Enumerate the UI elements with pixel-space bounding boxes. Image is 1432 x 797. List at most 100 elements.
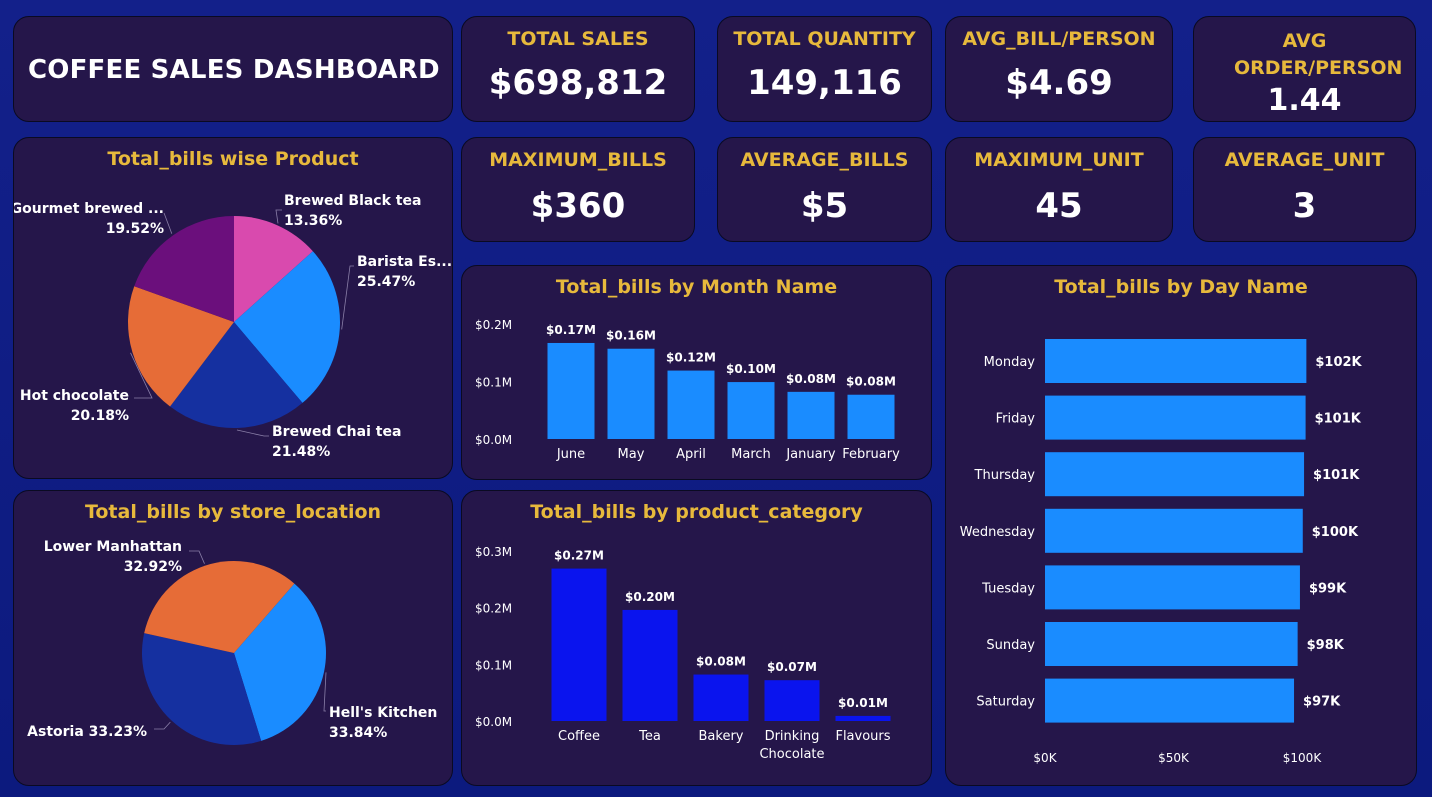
- kpi-label: MAXIMUM_UNIT: [974, 149, 1144, 171]
- pie-slice-hell-s-kitchen: [234, 583, 326, 741]
- y-tick-label: $0.0M: [475, 715, 512, 729]
- x-tick-label: Tea: [638, 729, 661, 744]
- kpi-value: 45: [1035, 186, 1083, 226]
- x-tick-label: January: [785, 447, 836, 462]
- kpi-avg-bill: AVG_BILL/PERSON $4.69: [945, 16, 1173, 122]
- data-label: $0.12M: [666, 351, 716, 365]
- x-tick-label: May: [618, 447, 645, 462]
- kpi-max-bills: MAXIMUM_BILLS $360: [461, 137, 695, 242]
- pie-label: Hot chocolate: [20, 388, 129, 404]
- x-tick-label: February: [842, 447, 900, 462]
- data-label: $100K: [1312, 525, 1359, 540]
- bar-coffee: [551, 568, 607, 721]
- category-bar-chart: $0.0M $0.1M $0.2M $0.3M $0.27M Coffee $0.20M Te…: [475, 545, 891, 762]
- product-pie-card: Total_bills wise Product Brewed Black te…: [13, 137, 453, 479]
- bar-june: [547, 342, 595, 439]
- title-card: COFFEE SALES DASHBOARD: [13, 16, 453, 122]
- store-pie-card: Total_bills by store_location Hell's Kit…: [13, 490, 453, 786]
- pie-percent-label: 33.84%: [329, 725, 387, 741]
- kpi-value: $5: [800, 186, 849, 226]
- data-label: $0.27M: [554, 549, 604, 563]
- x-tick-label: Flavours: [835, 729, 890, 744]
- day-bar-chart: $0K $50K $100K Monday $102K Friday $101K Thursd…: [960, 339, 1363, 765]
- bar-april: [667, 370, 715, 439]
- bar-friday: [1045, 395, 1306, 440]
- data-label: $0.20M: [625, 590, 675, 604]
- x-tick-label: March: [731, 447, 771, 462]
- pie-slice-lower-manhattan: [144, 560, 295, 653]
- x-tick-label: Chocolate: [759, 747, 824, 762]
- bar-thursday: [1045, 452, 1305, 497]
- data-label: $101K: [1313, 468, 1360, 483]
- kpi-total-quantity: TOTAL QUANTITY 149,116: [717, 16, 932, 122]
- x-tick-label: Drinking: [765, 729, 820, 744]
- chart-title: Total_bills by Day Name: [1054, 276, 1308, 298]
- pie-percent-label: 32.92%: [124, 559, 182, 575]
- pie-leader-line: [130, 352, 153, 399]
- kpi-value: 3: [1292, 186, 1317, 226]
- x-tick-label: $50K: [1158, 751, 1190, 765]
- pie-percent-label: 19.52%: [106, 221, 164, 237]
- data-label: $0.08M: [696, 655, 746, 669]
- kpi-label: AVG_BILL/PERSON: [962, 28, 1156, 50]
- y-tick-label: Saturday: [976, 695, 1035, 710]
- bar-flavours: [835, 715, 891, 721]
- data-label: $0.16M: [606, 329, 656, 343]
- kpi-total-sales: TOTAL SALES $698,812: [461, 16, 695, 122]
- pie-leader-line: [163, 212, 173, 234]
- chart-title: Total_bills by Month Name: [555, 276, 838, 298]
- kpi-value: $360: [530, 186, 626, 226]
- x-tick-label: Bakery: [699, 729, 744, 744]
- pie-slice-brewed-black-tea: [234, 216, 313, 322]
- pie-slice-gourmet-brewed: [134, 216, 234, 322]
- bar-bakery: [693, 674, 749, 721]
- data-label: $98K: [1307, 638, 1345, 653]
- pie-leader-line: [189, 550, 205, 564]
- pie-slice-astoria-33-23: [141, 633, 262, 745]
- product-pie-chart: Brewed Black tea 13.36% Barista Es... 25.47…: [14, 193, 452, 460]
- kpi-average-bills: AVERAGE_BILLS $5: [717, 137, 932, 242]
- pie-leader-line: [341, 265, 354, 330]
- category-bar-card: Total_bills by product_category $0.0M $0.…: [461, 490, 932, 786]
- y-tick-label: Sunday: [986, 638, 1035, 653]
- x-tick-label: $0K: [1033, 751, 1057, 765]
- y-tick-label: $0.0M: [475, 433, 512, 447]
- bar-monday: [1045, 339, 1307, 383]
- kpi-value: 1.44: [1267, 83, 1342, 118]
- data-label: $0.07M: [767, 660, 817, 674]
- data-label: $0.08M: [846, 375, 896, 389]
- pie-label: Barista Es...: [357, 254, 452, 270]
- chart-title: Total_bills wise Product: [107, 148, 359, 170]
- y-tick-label: $0.2M: [475, 602, 512, 616]
- bar-sunday: [1045, 622, 1298, 666]
- kpi-label: TOTAL SALES: [507, 28, 649, 50]
- bar-wednesday: [1045, 508, 1303, 553]
- pie-percent-label: 13.36%: [284, 213, 342, 229]
- dashboard-title: COFFEE SALES DASHBOARD: [28, 55, 440, 85]
- kpi-value: 149,116: [747, 63, 902, 103]
- x-tick-label: Coffee: [558, 729, 600, 744]
- pie-leader-line: [236, 429, 269, 437]
- bar-drinking-chocolate: [764, 680, 820, 721]
- pie-percent-label: 20.18%: [71, 408, 129, 424]
- data-label: $0.08M: [786, 372, 836, 386]
- chart-title: Total_bills by product_category: [530, 501, 863, 523]
- y-tick-label: Tuesday: [981, 581, 1035, 596]
- y-tick-label: Wednesday: [960, 525, 1036, 540]
- bar-tea: [622, 609, 678, 721]
- kpi-label: AVG ORDER/PERSON: [1234, 30, 1403, 79]
- pie-leader-line: [154, 721, 171, 730]
- kpi-label: TOTAL QUANTITY: [733, 28, 916, 50]
- x-tick-label: April: [676, 447, 706, 462]
- y-tick-label: $0.3M: [475, 545, 512, 559]
- pie-leader-line: [275, 209, 282, 224]
- y-tick-label: $0.1M: [475, 376, 512, 390]
- store-pie-chart: Hell's Kitchen 33.84% Astoria 33.23% Lower …: [27, 539, 437, 745]
- pie-label: Hell's Kitchen: [329, 705, 437, 721]
- bar-saturday: [1045, 678, 1295, 723]
- kpi-label: AVERAGE_BILLS: [740, 149, 909, 171]
- pie-leader-line: [323, 672, 327, 712]
- chart-title: Total_bills by store_location: [84, 501, 382, 523]
- data-label: $97K: [1303, 695, 1341, 710]
- kpi-label: AVERAGE_UNIT: [1224, 149, 1385, 171]
